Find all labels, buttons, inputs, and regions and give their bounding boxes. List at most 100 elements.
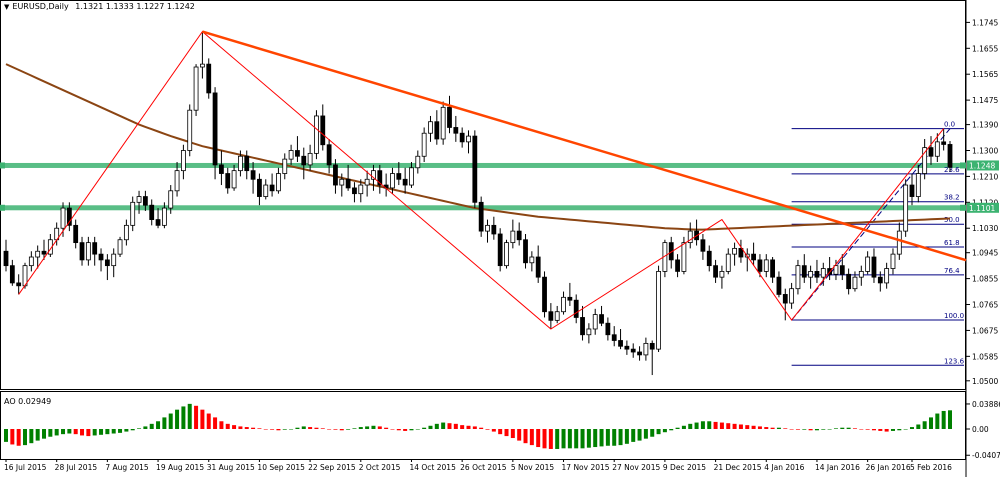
candle-body-bull bbox=[732, 247, 737, 255]
ao-bar-up bbox=[4, 429, 8, 442]
candle-body-bear bbox=[73, 224, 79, 244]
candle bbox=[168, 185, 174, 214]
candle-body-bull bbox=[263, 184, 269, 197]
date-tick-label: 9 Dec 2015 bbox=[663, 463, 706, 472]
ao-bar-up bbox=[415, 429, 420, 430]
ao-bar-down bbox=[523, 429, 528, 444]
candle bbox=[922, 138, 928, 180]
candle bbox=[706, 245, 712, 272]
ao-bar-up bbox=[948, 410, 952, 429]
symbol-menu-icon[interactable]: ▼ bbox=[4, 3, 10, 11]
candle-body-bull bbox=[687, 230, 693, 244]
candle bbox=[839, 254, 845, 281]
candle-body-bear bbox=[79, 242, 85, 261]
candle-body-bull bbox=[915, 173, 921, 197]
candle bbox=[85, 236, 91, 266]
candle bbox=[155, 208, 161, 229]
candle-body-bear bbox=[700, 239, 706, 252]
candle-body-bull bbox=[282, 158, 288, 174]
ao-plot-frame bbox=[0, 391, 966, 460]
ao-bar-up bbox=[802, 429, 807, 430]
ao-bar-down bbox=[339, 429, 344, 431]
date-tick-label: 5 Feb 2016 bbox=[910, 463, 952, 472]
candle bbox=[409, 162, 414, 188]
ao-bar-down bbox=[200, 409, 205, 429]
candle bbox=[295, 136, 300, 163]
candle-body-bear bbox=[599, 314, 604, 324]
candle bbox=[28, 251, 34, 272]
candle bbox=[35, 245, 41, 269]
candle bbox=[643, 337, 649, 361]
ao-bar-down bbox=[713, 421, 718, 429]
candle-body-bear bbox=[675, 259, 680, 272]
candle-body-bear bbox=[624, 345, 630, 350]
candle bbox=[675, 254, 680, 278]
candle-body-bear bbox=[839, 265, 845, 275]
candle-body-bull bbox=[123, 224, 129, 241]
candle-body-bear bbox=[630, 348, 636, 353]
candle-body-bear bbox=[472, 135, 478, 203]
candle bbox=[288, 144, 294, 165]
ao-bar-down bbox=[327, 429, 332, 430]
date-tick-label: 27 Nov 2015 bbox=[612, 463, 660, 472]
ao-bar-up bbox=[650, 429, 655, 437]
candle-body-bull bbox=[890, 253, 896, 269]
ao-bar-down bbox=[314, 427, 319, 429]
price-tick-label: 1.1210 bbox=[972, 172, 998, 181]
ao-bar-up bbox=[422, 427, 427, 429]
candle-body-bull bbox=[719, 271, 725, 278]
candle bbox=[586, 323, 592, 344]
ao-bar-up bbox=[637, 429, 642, 441]
ao-bar-up bbox=[409, 429, 414, 431]
price-tick-label: 1.0855 bbox=[972, 275, 998, 284]
candle bbox=[871, 248, 877, 283]
ao-bar-down bbox=[384, 427, 389, 429]
ao-bar-up bbox=[156, 421, 161, 429]
ao-bar-down bbox=[466, 425, 471, 429]
date-tick-label: 2 Oct 2015 bbox=[359, 463, 401, 472]
candle bbox=[377, 164, 383, 194]
ao-bar-up bbox=[358, 427, 363, 429]
price-tick-label: 1.0675 bbox=[972, 326, 998, 335]
ao-bar-up bbox=[54, 429, 59, 436]
candle bbox=[415, 150, 421, 174]
candle-body-bull bbox=[174, 170, 180, 192]
candle-body-bear bbox=[618, 340, 623, 347]
candle bbox=[333, 159, 338, 194]
ao-bar-down bbox=[390, 429, 395, 430]
candle-body-bear bbox=[206, 63, 212, 94]
candle-body-bull bbox=[656, 271, 661, 350]
ao-bar-up bbox=[669, 429, 674, 431]
candle-body-bull bbox=[896, 230, 902, 255]
candle-body-bear bbox=[295, 150, 300, 157]
ao-bar-down bbox=[783, 428, 788, 429]
candle bbox=[649, 340, 655, 376]
moving-average-line bbox=[5, 63, 951, 231]
candle bbox=[719, 265, 725, 289]
ao-bar-up bbox=[295, 427, 300, 429]
candle bbox=[447, 95, 452, 134]
fibo-level-label: 123.6 bbox=[944, 357, 965, 365]
candle-body-bull bbox=[168, 190, 174, 209]
candle bbox=[732, 242, 737, 266]
ao-bar-down bbox=[447, 423, 452, 429]
ao-bar-up bbox=[23, 429, 28, 446]
candle bbox=[858, 265, 864, 286]
candle bbox=[542, 271, 547, 318]
candle-body-bull bbox=[795, 265, 801, 290]
candle-body-bear bbox=[219, 164, 224, 174]
candle-body-bull bbox=[111, 253, 117, 267]
ao-bar-up bbox=[928, 417, 933, 429]
candle-body-bear bbox=[301, 155, 307, 166]
candle-body-bear bbox=[776, 276, 782, 295]
ao-bar-up bbox=[61, 429, 66, 435]
candle bbox=[180, 144, 186, 180]
fibo-level-label: 76.4 bbox=[944, 267, 960, 275]
candle bbox=[599, 305, 604, 327]
ao-bar-down bbox=[403, 429, 408, 431]
ao-bar-down bbox=[732, 423, 737, 429]
ao-bar-up bbox=[903, 429, 908, 430]
candle bbox=[744, 248, 750, 272]
ao-bar-up bbox=[593, 429, 598, 448]
